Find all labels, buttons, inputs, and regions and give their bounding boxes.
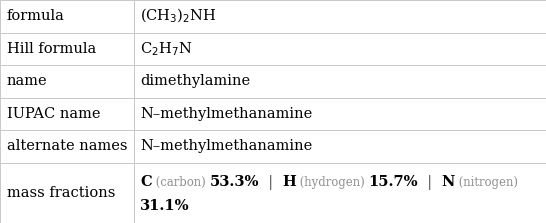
Text: IUPAC name: IUPAC name [7, 107, 100, 121]
Text: 53.3%: 53.3% [210, 175, 259, 189]
Text: N–methylmethanamine: N–methylmethanamine [140, 140, 312, 153]
Text: (CH$_3$)$_2$NH: (CH$_3$)$_2$NH [140, 7, 217, 25]
Text: C: C [140, 175, 152, 189]
Text: 15.7%: 15.7% [369, 175, 418, 189]
Text: alternate names: alternate names [7, 140, 127, 153]
Text: (nitrogen): (nitrogen) [455, 176, 518, 188]
Text: 31.1%: 31.1% [140, 199, 190, 213]
Text: C$_2$H$_7$N: C$_2$H$_7$N [140, 40, 193, 58]
Text: |: | [418, 175, 442, 190]
Text: dimethylamine: dimethylamine [140, 74, 251, 88]
Text: H: H [282, 175, 296, 189]
Text: N: N [442, 175, 455, 189]
Text: formula: formula [7, 9, 64, 23]
Text: N–methylmethanamine: N–methylmethanamine [140, 107, 312, 121]
Text: (carbon): (carbon) [152, 176, 210, 188]
Text: name: name [7, 74, 47, 88]
Text: |: | [259, 175, 282, 190]
Text: mass fractions: mass fractions [7, 186, 115, 200]
Text: (hydrogen): (hydrogen) [296, 176, 369, 188]
Text: Hill formula: Hill formula [7, 42, 96, 56]
